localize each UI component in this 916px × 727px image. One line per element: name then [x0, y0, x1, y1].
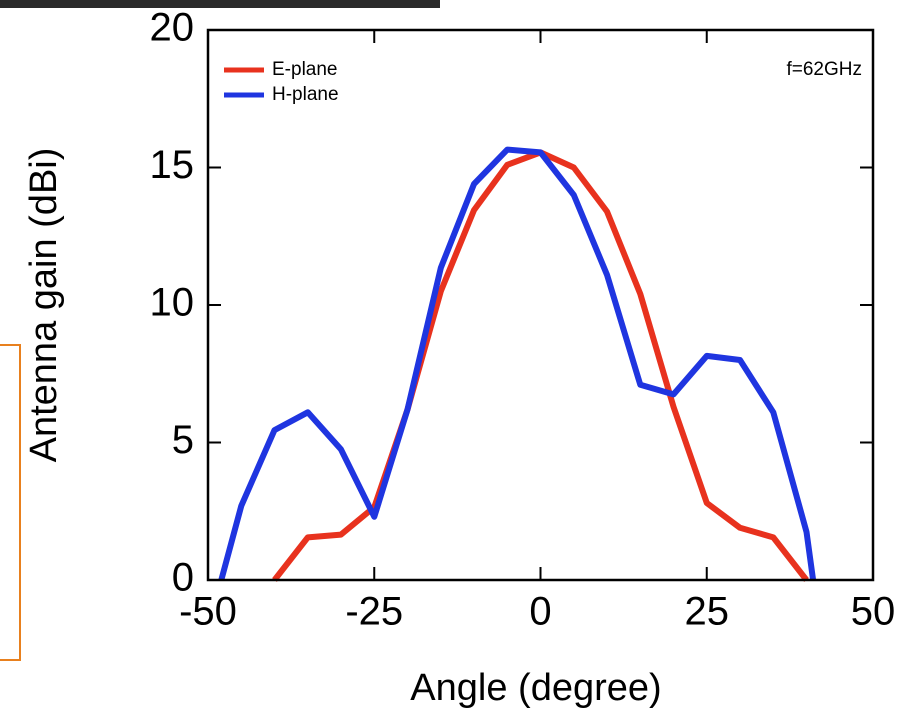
- annotation: f=62GHz: [786, 59, 862, 80]
- x-axis-title: Angle (degree): [410, 667, 661, 709]
- plot-area: -50 -25 0 25 50 0 5 10 15 20 E-plane H-plane: [150, 6, 896, 634]
- data-line: [272, 149, 809, 582]
- y-tick-label: 5: [172, 418, 194, 462]
- legend-label: H-plane: [272, 84, 339, 105]
- x-tick-label: -25: [345, 590, 403, 634]
- highlight-box: [0, 344, 21, 661]
- x-tick-label: 0: [529, 590, 551, 634]
- y-axis-title: Antenna gain (dBi): [23, 148, 65, 463]
- plot-frame: [206, 28, 875, 582]
- x-tick-label: -50: [179, 590, 237, 634]
- data-line: [218, 146, 817, 581]
- x-tick-label: 25: [685, 590, 730, 634]
- y-tick-label: 20: [150, 6, 195, 50]
- legend-label: E-plane: [272, 59, 338, 80]
- y-tick-label: 0: [172, 556, 194, 600]
- cropped-image-edge: [0, 0, 440, 8]
- y-tick-label: 10: [150, 281, 195, 325]
- x-tick-label: 50: [851, 590, 896, 634]
- y-tick-label: 15: [150, 143, 195, 187]
